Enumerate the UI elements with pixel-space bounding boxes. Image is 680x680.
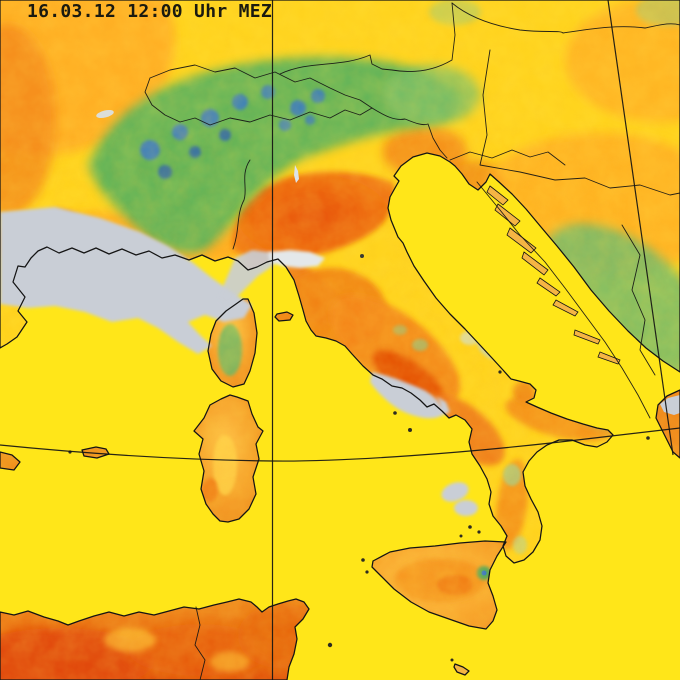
border-hungary — [451, 2, 680, 34]
border-france-italy — [232, 159, 251, 250]
border-switzerland — [144, 64, 373, 126]
minor-islets-group — [68, 370, 650, 662]
fog-gulf-of-salerno-1 — [441, 482, 469, 502]
fog-albania-cap — [660, 395, 680, 415]
border-slovenia-croatia — [449, 149, 566, 166]
fog-gulf-of-salerno-2 — [454, 500, 478, 516]
fog-tyrrhenian-coast — [370, 372, 450, 419]
lakes-group — [96, 109, 364, 258]
timestamp-label: 16.03.12 12:00 Uhr MEZ — [27, 1, 273, 22]
border-bosnia — [476, 181, 651, 419]
croatian-islands-group — [486, 185, 621, 365]
border-algeria-tunisia — [194, 606, 206, 680]
border-croatia-hungary — [479, 49, 680, 196]
lake-garda — [294, 165, 299, 183]
border-serbia — [621, 224, 656, 376]
lake-trasimeno — [360, 254, 364, 258]
lake-geneva — [96, 109, 114, 119]
fog-patches-group — [0, 207, 680, 516]
meridian-line-east — [607, 0, 674, 456]
country-borders-group — [144, 2, 680, 680]
border-italy-austria — [371, 107, 448, 159]
parallel-line — [0, 427, 680, 462]
fog-ligurian-sea — [218, 250, 280, 306]
border-austria-north — [279, 2, 456, 75]
fog-gulf-of-lion — [0, 207, 252, 354]
